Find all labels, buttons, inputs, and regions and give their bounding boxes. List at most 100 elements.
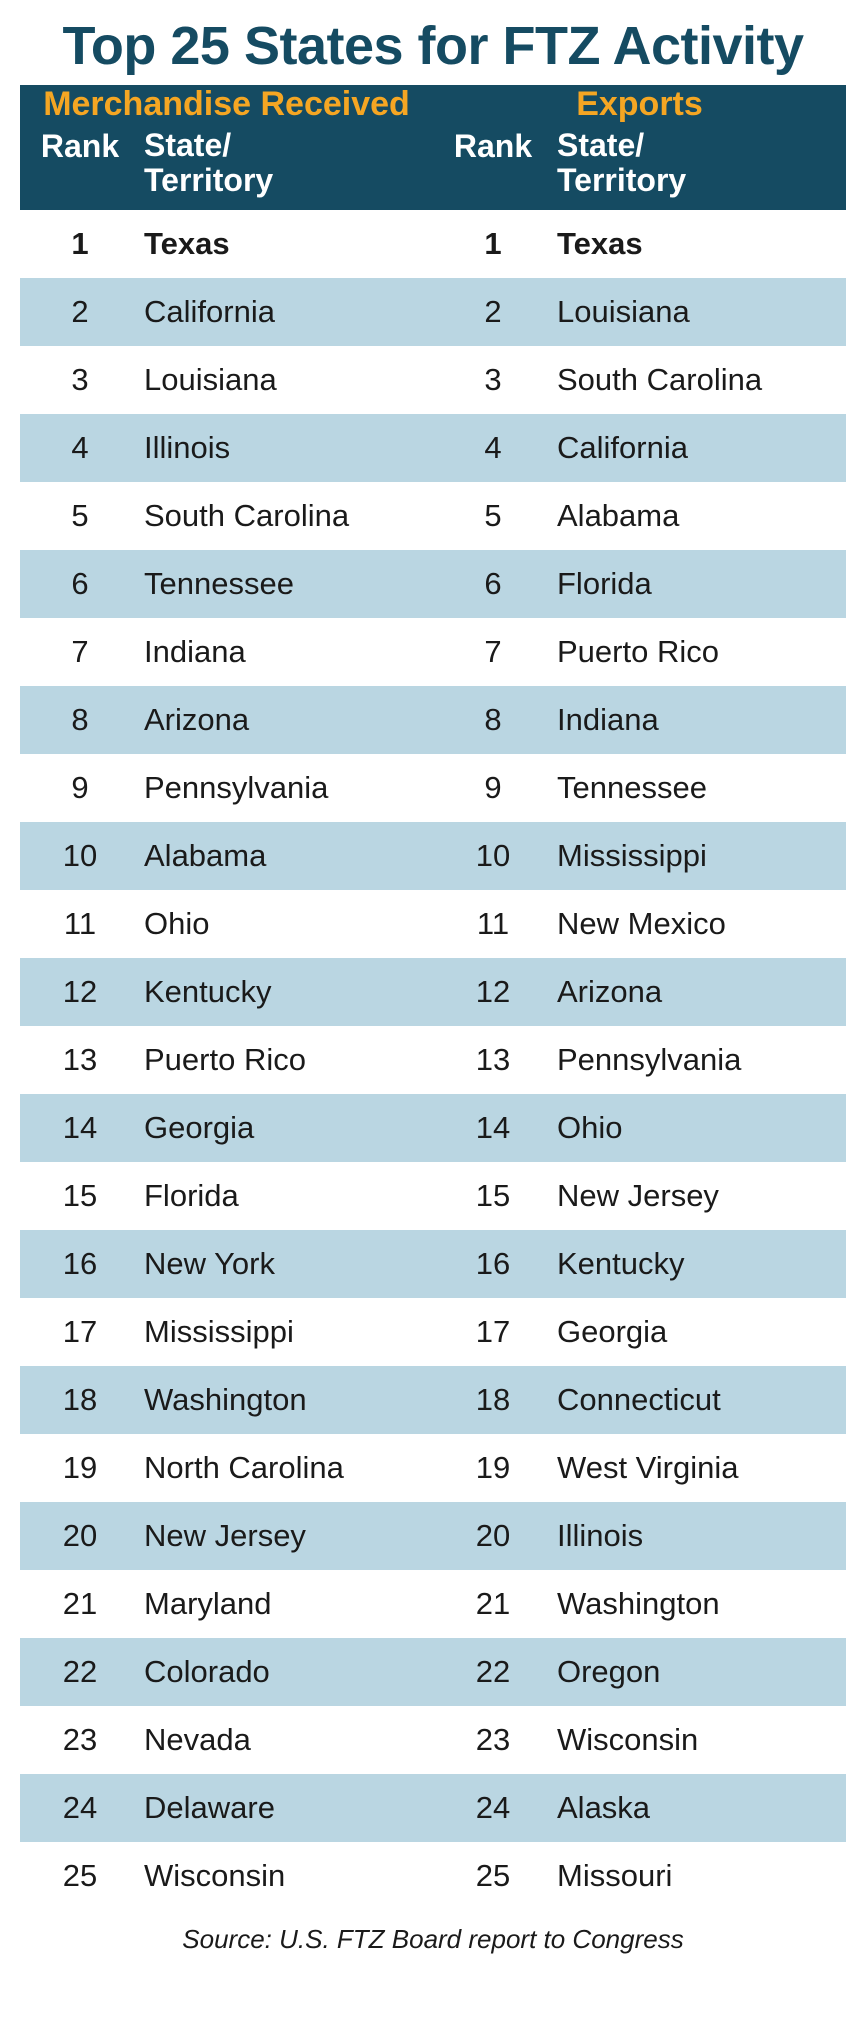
state-cell: Mississippi	[553, 838, 846, 874]
rank-cell: 23	[20, 1722, 140, 1758]
table-cell-group: 24Alaska	[433, 1790, 846, 1826]
table-row: 24Delaware24Alaska	[20, 1774, 846, 1842]
state-cell: Tennessee	[553, 770, 846, 806]
rank-cell: 20	[20, 1518, 140, 1554]
state-cell: Kentucky	[553, 1246, 846, 1282]
state-cell: Washington	[140, 1382, 433, 1418]
table-cell-group: 17Mississippi	[20, 1314, 433, 1350]
table-row: 17Mississippi17Georgia	[20, 1298, 846, 1366]
table-cell-group: 20New Jersey	[20, 1518, 433, 1554]
rank-cell: 19	[20, 1450, 140, 1486]
state-cell: Oregon	[553, 1654, 846, 1690]
subhead-state: State/Territory	[140, 128, 433, 198]
table-row: 7Indiana7Puerto Rico	[20, 618, 846, 686]
table-cell-group: 22Oregon	[433, 1654, 846, 1690]
rank-cell: 24	[20, 1790, 140, 1826]
table-row: 6Tennessee6Florida	[20, 550, 846, 618]
rank-cell: 8	[20, 702, 140, 738]
state-cell: West Virginia	[553, 1450, 846, 1486]
table-cell-group: 14Georgia	[20, 1110, 433, 1146]
table-row: 22Colorado22Oregon	[20, 1638, 846, 1706]
table-cell-group: 23Wisconsin	[433, 1722, 846, 1758]
state-cell: California	[140, 294, 433, 330]
table-cell-group: 9Pennsylvania	[20, 770, 433, 806]
state-cell: Wisconsin	[553, 1722, 846, 1758]
subhead-rank: Rank	[433, 128, 553, 198]
table-cell-group: 17Georgia	[433, 1314, 846, 1350]
state-cell: Kentucky	[140, 974, 433, 1010]
rank-cell: 12	[433, 974, 553, 1010]
rank-cell: 22	[433, 1654, 553, 1690]
state-cell: South Carolina	[140, 498, 433, 534]
rank-cell: 2	[433, 294, 553, 330]
table-cell-group: 18Washington	[20, 1382, 433, 1418]
rank-cell: 8	[433, 702, 553, 738]
table-cell-group: 7Puerto Rico	[433, 634, 846, 670]
rank-cell: 9	[20, 770, 140, 806]
subhead-rank: Rank	[20, 128, 140, 198]
state-cell: Arizona	[553, 974, 846, 1010]
state-cell: New Jersey	[553, 1178, 846, 1214]
state-cell: Texas	[140, 226, 433, 262]
state-cell: Colorado	[140, 1654, 433, 1690]
table-cell-group: 1Texas	[433, 226, 846, 262]
table-cell-group: 13Puerto Rico	[20, 1042, 433, 1078]
table-row: 20New Jersey20Illinois	[20, 1502, 846, 1570]
rank-cell: 12	[20, 974, 140, 1010]
table-cell-group: 6Florida	[433, 566, 846, 602]
rank-cell: 1	[20, 226, 140, 262]
table-cell-group: 1Texas	[20, 226, 433, 262]
state-cell: Tennessee	[140, 566, 433, 602]
table-cell-group: 25Missouri	[433, 1858, 846, 1894]
state-cell: Indiana	[140, 634, 433, 670]
table-row: 3Louisiana3South Carolina	[20, 346, 846, 414]
state-cell: Washington	[553, 1586, 846, 1622]
state-cell: Ohio	[140, 906, 433, 942]
rank-cell: 17	[20, 1314, 140, 1350]
table-row: 5South Carolina5Alabama	[20, 482, 846, 550]
table-cell-group: 22Colorado	[20, 1654, 433, 1690]
table-cell-group: 12Kentucky	[20, 974, 433, 1010]
table-row: 10Alabama10Mississippi	[20, 822, 846, 890]
state-cell: Mississippi	[140, 1314, 433, 1350]
table-row: 13Puerto Rico13Pennsylvania	[20, 1026, 846, 1094]
header-col-merchandise: Merchandise Received Rank State/Territor…	[20, 85, 433, 210]
state-cell: California	[553, 430, 846, 466]
rank-cell: 17	[433, 1314, 553, 1350]
table-cell-group: 5South Carolina	[20, 498, 433, 534]
rank-cell: 5	[433, 498, 553, 534]
state-cell: Louisiana	[553, 294, 846, 330]
rank-cell: 18	[20, 1382, 140, 1418]
table-cell-group: 4California	[433, 430, 846, 466]
table-cell-group: 14Ohio	[433, 1110, 846, 1146]
table-cell-group: 13Pennsylvania	[433, 1042, 846, 1078]
table-cell-group: 15New Jersey	[433, 1178, 846, 1214]
rank-cell: 7	[20, 634, 140, 670]
rank-cell: 3	[433, 362, 553, 398]
state-cell: New York	[140, 1246, 433, 1282]
table-cell-group: 21Maryland	[20, 1586, 433, 1622]
rank-cell: 15	[433, 1178, 553, 1214]
table-cell-group: 2Louisiana	[433, 294, 846, 330]
table-row: 4Illinois4California	[20, 414, 846, 482]
rank-cell: 11	[433, 906, 553, 942]
table-row: 1Texas1Texas	[20, 210, 846, 278]
subhead-exports: Rank State/Territory	[433, 128, 846, 198]
state-cell: Alaska	[553, 1790, 846, 1826]
rank-cell: 14	[20, 1110, 140, 1146]
rank-cell: 22	[20, 1654, 140, 1690]
table-row: 2California2Louisiana	[20, 278, 846, 346]
state-cell: South Carolina	[553, 362, 846, 398]
table-row: 21Maryland21 Washington	[20, 1570, 846, 1638]
rank-cell: 16	[433, 1246, 553, 1282]
rank-cell: 21	[20, 1586, 140, 1622]
state-cell: Puerto Rico	[553, 634, 846, 670]
table-cell-group: 7Indiana	[20, 634, 433, 670]
subhead-state: State/Territory	[553, 128, 846, 198]
ftz-table-container: Top 25 States for FTZ Activity Merchandi…	[0, 0, 866, 1979]
table-row: 23Nevada23Wisconsin	[20, 1706, 846, 1774]
table-cell-group: 19North Carolina	[20, 1450, 433, 1486]
table-cell-group: 2California	[20, 294, 433, 330]
rank-cell: 16	[20, 1246, 140, 1282]
table-cell-group: 24Delaware	[20, 1790, 433, 1826]
